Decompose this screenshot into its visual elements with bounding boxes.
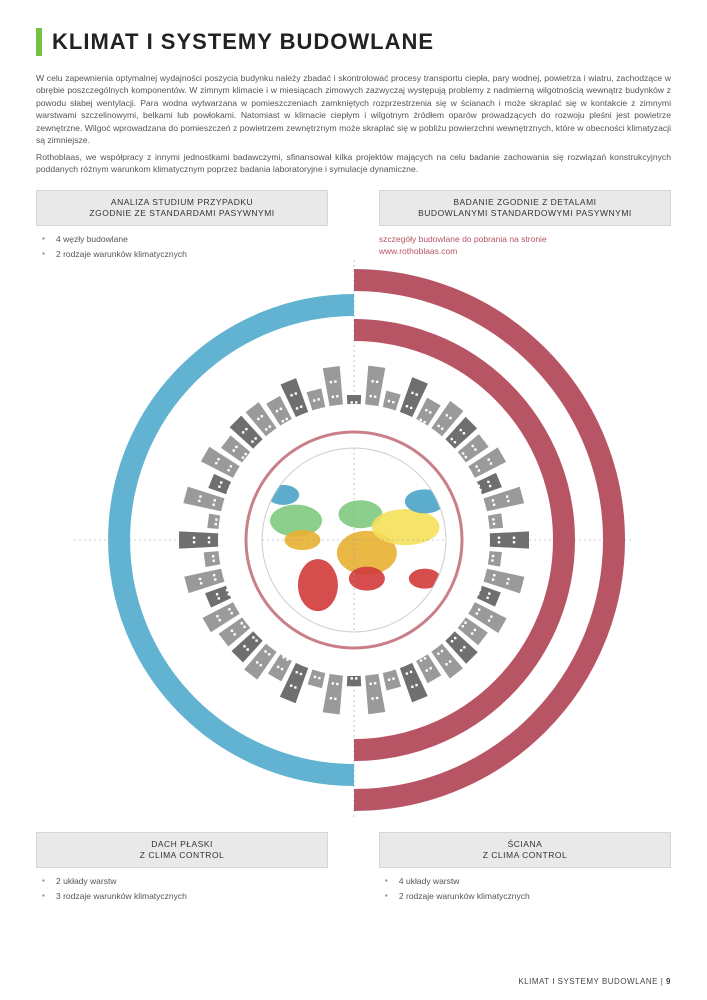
header-line-2: ZGODNIE ZE STANDARDAMI PASYWNYMI [89, 208, 274, 218]
header-line-1: ŚCIANA [508, 839, 543, 849]
footer-label: KLIMAT I SYSTEMY BUDOWLANE [518, 977, 658, 986]
quadrant-header: BADANIE ZGODNIE Z DETALAMI BUDOWLANYMI S… [379, 190, 671, 226]
quadrant-header: DACH PŁASKI Z CLIMA CONTROL [36, 832, 328, 868]
footer-page-number: 9 [666, 977, 671, 986]
header-line-2: BUDOWLANYMI STANDARDOWYMI PASYWNYMI [418, 208, 632, 218]
intro-paragraph-2: Rothoblaas, we współpracy z innymi jedno… [36, 151, 671, 176]
quadrant-top-left: ANALIZA STUDIUM PRZYPADKU ZGODNIE ZE STA… [36, 190, 328, 264]
concentric-diagram [74, 260, 634, 820]
note-text: szczegóły budowlane do pobrania na stron… [379, 234, 547, 244]
quadrant-bottom-right: ŚCIANA Z CLIMA CONTROL 4 układy warstw 2… [379, 832, 671, 906]
quadrant-list: 2 układy warstw 3 rodzaje warunków klima… [36, 876, 328, 901]
quadrant-top-right: BADANIE ZGODNIE Z DETALAMI BUDOWLANYMI S… [379, 190, 671, 258]
title-accent-bar [36, 28, 42, 56]
header-line-2: Z CLIMA CONTROL [140, 850, 224, 860]
page-title: KLIMAT I SYSTEMY BUDOWLANE [52, 29, 434, 55]
list-item: 3 rodzaje warunków klimatycznych [42, 891, 328, 901]
list-item: 2 układy warstw [42, 876, 328, 886]
list-item: 4 węzły budowlane [42, 234, 328, 244]
header-line-1: ANALIZA STUDIUM PRZYPADKU [111, 197, 253, 207]
title-row: KLIMAT I SYSTEMY BUDOWLANE [36, 28, 671, 56]
page-footer: KLIMAT I SYSTEMY BUDOWLANE | 9 [518, 977, 671, 986]
list-item: 4 układy warstw [385, 876, 671, 886]
list-item: 2 rodzaje warunków klimatycznych [385, 891, 671, 901]
quadrant-header: ŚCIANA Z CLIMA CONTROL [379, 832, 671, 868]
quadrant-note: szczegóły budowlane do pobrania na stron… [379, 234, 671, 258]
list-item: 2 rodzaje warunków klimatycznych [42, 249, 328, 259]
quadrant-list: 4 układy warstw 2 rodzaje warunków klima… [379, 876, 671, 901]
header-line-2: Z CLIMA CONTROL [483, 850, 567, 860]
intro-paragraph-1: W celu zapewnienia optymalnej wydajności… [36, 72, 671, 147]
quadrant-layout: ANALIZA STUDIUM PRZYPADKU ZGODNIE ZE STA… [36, 190, 671, 950]
footer-sep: | [658, 977, 666, 986]
quadrant-bottom-left: DACH PŁASKI Z CLIMA CONTROL 2 układy war… [36, 832, 328, 906]
quadrant-list: 4 węzły budowlane 2 rodzaje warunków kli… [36, 234, 328, 259]
header-line-1: DACH PŁASKI [151, 839, 213, 849]
note-link[interactable]: www.rothoblaas.com [379, 246, 457, 256]
quadrant-header: ANALIZA STUDIUM PRZYPADKU ZGODNIE ZE STA… [36, 190, 328, 226]
header-line-1: BADANIE ZGODNIE Z DETALAMI [453, 197, 596, 207]
